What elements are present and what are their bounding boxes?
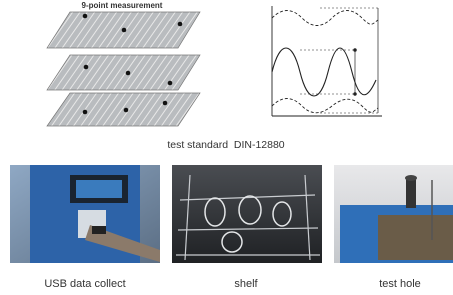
photo-usb xyxy=(10,165,160,263)
plates-diagram: 9-point measurement xyxy=(47,1,200,126)
photo-test-hole xyxy=(334,165,453,263)
photo-label: USB data collect xyxy=(44,278,125,290)
photo-label: shelf xyxy=(234,278,258,290)
photo-shelf xyxy=(172,165,322,263)
page: 9-point measurement test standard DIN-12… xyxy=(0,0,453,295)
photo-label: test hole xyxy=(379,278,421,290)
caption: test standard DIN-12880 xyxy=(167,139,284,151)
diagram-title: 9-point measurement xyxy=(82,1,163,10)
plate xyxy=(47,55,200,90)
temperature-graph xyxy=(272,6,382,116)
plate xyxy=(47,93,200,126)
